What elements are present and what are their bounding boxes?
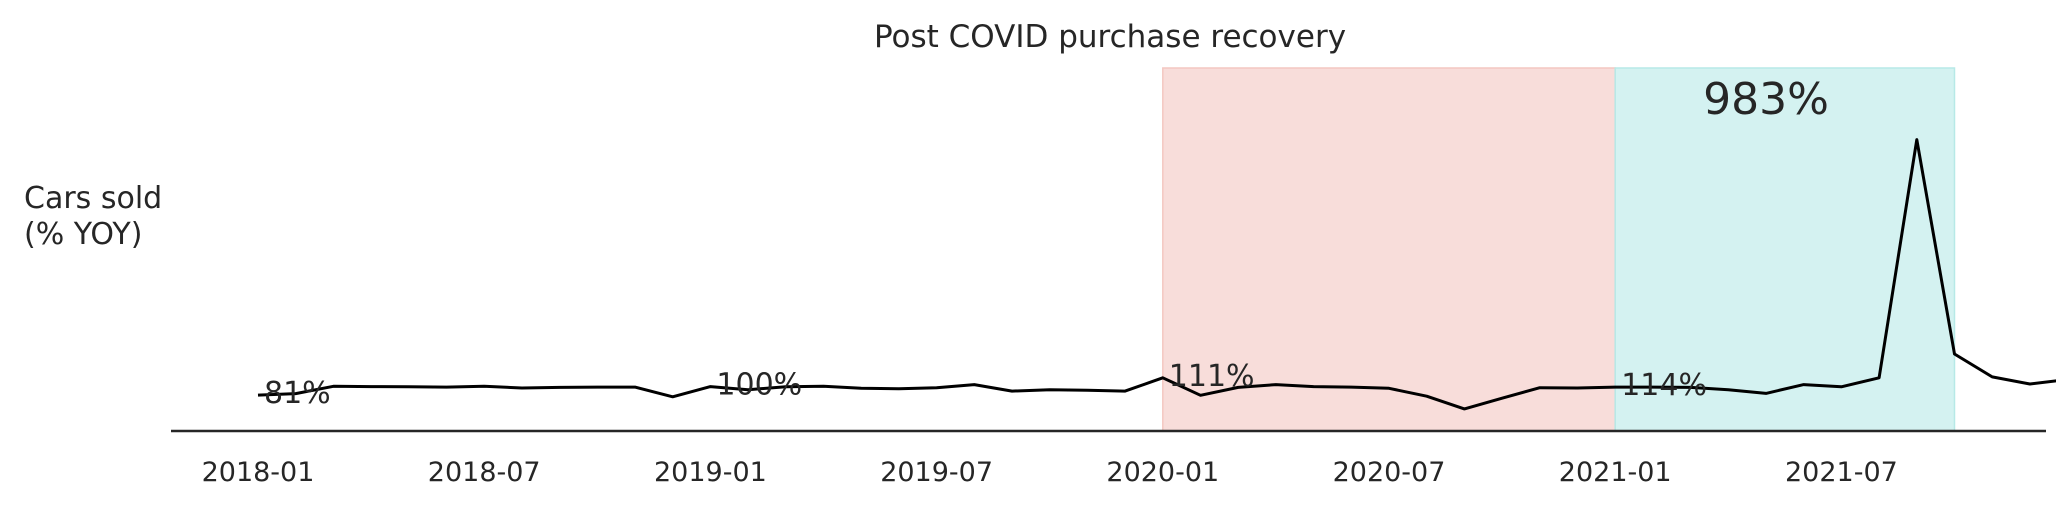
annotation-label: 983% (1703, 74, 1829, 125)
x-tick-label: 2018-07 (428, 457, 541, 488)
x-tick-label: 2021-01 (1559, 457, 1672, 488)
x-tick-label: 2020-01 (1106, 457, 1219, 488)
annotation-label: 114% (1621, 368, 1707, 403)
x-tick-labels: 2018-01 2018-07 2019-01 2019-07 2020-01 2020-… (202, 457, 1898, 488)
y-axis-label-line-2: (% YOY) (24, 217, 142, 252)
annotation-label: 81% (264, 376, 331, 411)
annotation-label: 111% (1169, 359, 1255, 394)
shaded-spans (1162, 67, 1956, 432)
x-tick-label: 2020-07 (1333, 457, 1446, 488)
y-axis-label-line-1: Cars sold (24, 181, 162, 216)
shaded-span-1 (1162, 67, 1616, 432)
x-tick-label: 2021-07 (1785, 457, 1898, 488)
x-tick-label: 2018-01 (202, 457, 315, 488)
annotation-label: 100% (716, 368, 802, 403)
x-tick-label: 2019-01 (654, 457, 767, 488)
chart-title: Post COVID purchase recovery (874, 19, 1346, 55)
x-tick-label: 2019-07 (880, 457, 993, 488)
series-line (257, 138, 2056, 411)
annotations: 81% 100% 111% 114% 983% (264, 74, 1829, 411)
